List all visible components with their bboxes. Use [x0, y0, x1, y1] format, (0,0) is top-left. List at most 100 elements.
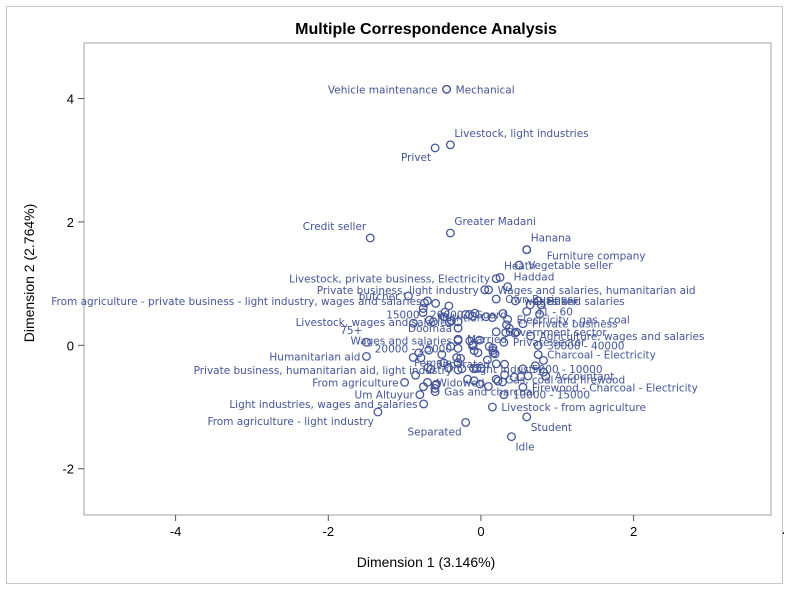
data-point [453, 343, 463, 353]
data-point [465, 336, 475, 346]
point-label: 41 - 60 [536, 306, 573, 318]
data-point [522, 412, 532, 422]
data-labels: Vehicle maintenance Mechanical Livestock, … [51, 84, 704, 453]
data-point [495, 273, 505, 282]
data-point [452, 353, 462, 363]
point-label: Wages and salaries [350, 335, 452, 347]
data-point [509, 372, 519, 382]
point-label: Charcoal - Electricity [547, 350, 656, 362]
point-label: Agriculture, wages and salaries [540, 331, 705, 343]
data-point [416, 353, 426, 363]
data-point [463, 374, 473, 384]
point-label: Government sector [505, 327, 607, 339]
data-point [442, 84, 452, 94]
data-point [424, 345, 434, 355]
data-point [518, 382, 528, 392]
x-tick-label: -4 [170, 524, 182, 539]
point-label: From agriculture - light industry [207, 416, 373, 428]
data-point [446, 316, 456, 326]
data-point [522, 245, 532, 255]
data-point [457, 364, 467, 374]
point-label: Privet [401, 152, 431, 164]
data-point [419, 399, 429, 409]
data-point [411, 370, 421, 380]
data-point [487, 313, 497, 323]
data-point [482, 355, 492, 365]
data-point [491, 327, 501, 337]
data-point [430, 383, 440, 393]
data-point [491, 274, 501, 284]
point-label: Married [467, 334, 507, 346]
point-label: Baker [547, 296, 578, 308]
data-point [500, 359, 509, 369]
point-label: Light industry [471, 364, 544, 376]
data-point [507, 432, 516, 442]
point-label: Vehicle maintenance [328, 84, 438, 96]
point-label: Light industries, wages and salaries [229, 399, 417, 411]
point-label: Livestock, wages and salaries [296, 317, 452, 329]
data-point [510, 328, 520, 338]
data-point [437, 350, 447, 359]
data-point [539, 355, 548, 365]
data-point [468, 311, 477, 321]
data-point [533, 340, 543, 350]
point-label: Nutrition [437, 313, 483, 325]
data-point [456, 353, 466, 363]
data-point [491, 294, 501, 304]
point-label: Um Altuyur [355, 390, 415, 402]
point-label: Firewood - Charcoal - Electricity [532, 382, 698, 394]
x-tick-label: 2 [630, 524, 637, 539]
point-label: Guard [475, 309, 507, 321]
point-label: Livestock, private business, Electricity [289, 274, 490, 286]
data-point [484, 285, 494, 295]
point-label: 10000 - 15000 [513, 390, 590, 402]
point-label: Idle [515, 442, 534, 454]
data-point [424, 315, 434, 325]
data-point [526, 331, 535, 341]
data-point [445, 140, 455, 150]
data-point [426, 364, 436, 374]
chart-frame: Multiple Correspondence Analysis -4 -2 0 2 4… [6, 6, 784, 584]
axis-ticks: -4 -2 0 2 4 -2 0 2 4 [62, 92, 784, 539]
point-label: Livestock - from agriculture [501, 402, 646, 414]
data-point [418, 304, 428, 313]
point-label: 15000 - 20000 [386, 309, 463, 321]
data-point [468, 341, 477, 351]
data-point [446, 341, 456, 351]
point-label: Private business [532, 319, 618, 331]
data-point [365, 233, 375, 243]
data-point [439, 312, 449, 322]
data-point [518, 319, 528, 329]
point-label: wages and salaries [524, 296, 624, 308]
point-label: Accountant [555, 371, 615, 383]
y-tick-label: 2 [67, 215, 74, 230]
point-label: 75+ [340, 325, 362, 337]
data-point [475, 379, 485, 389]
data-point [408, 318, 418, 328]
data-point [403, 291, 413, 301]
data-point [503, 282, 513, 292]
point-label: Greater Madani [454, 216, 536, 228]
data-point [498, 308, 508, 318]
point-label: Credit seller [303, 221, 367, 233]
point-label: Humanitarian aid [269, 351, 360, 363]
data-point [493, 376, 503, 386]
point-label: Student [531, 422, 572, 434]
y-tick-label: -2 [62, 462, 74, 477]
data-point [414, 348, 424, 358]
data-point [444, 363, 453, 373]
data-point [430, 380, 440, 390]
data-point [503, 314, 513, 324]
data-point [415, 390, 425, 400]
point-label: Private sector [513, 337, 586, 349]
data-point [499, 337, 509, 347]
data-point [536, 300, 546, 310]
data-point [470, 308, 480, 318]
y-tick-label: 0 [67, 338, 74, 353]
data-point [488, 343, 498, 353]
point-label: Separated [436, 359, 490, 371]
point-label: Gas, coal and firewood [505, 374, 625, 386]
point-label: Electricity - gas - coal [517, 314, 630, 326]
data-point [430, 143, 440, 153]
point-label: butcher [359, 291, 400, 303]
